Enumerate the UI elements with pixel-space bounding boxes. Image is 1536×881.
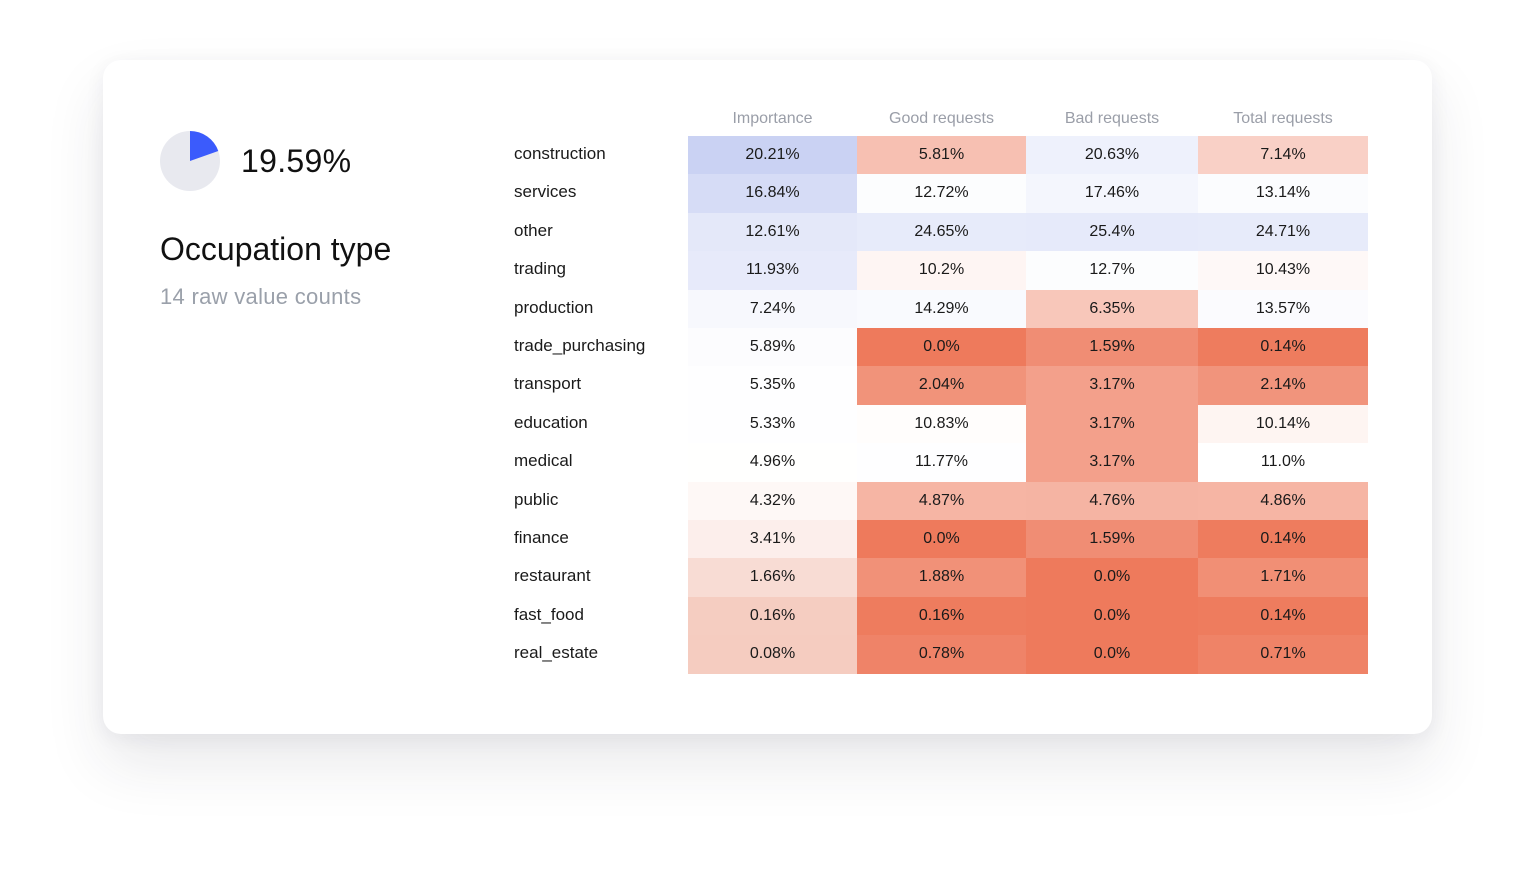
heatmap-cell: 1.59%: [1026, 328, 1198, 367]
heatmap-cell: 0.16%: [688, 596, 857, 636]
heatmap-cell: 2.04%: [857, 366, 1026, 405]
heatmap-cell: 4.96%: [688, 443, 857, 482]
column-header: Importance: [732, 110, 813, 127]
heatmap-cell: 7.14%: [1198, 136, 1368, 175]
heatmap-cell: 4.32%: [688, 481, 857, 520]
value-count-subtitle: 14 raw value counts: [160, 284, 362, 309]
row-label: real_estate: [514, 643, 599, 663]
heatmap-cell: 0.14%: [1198, 328, 1368, 367]
heatmap-cell: 5.81%: [857, 136, 1026, 175]
heatmap-cell: 3.17%: [1026, 404, 1198, 444]
row-label: trade_purchasing: [514, 336, 646, 355]
heatmap-cell: 1.66%: [688, 558, 857, 597]
heatmap-cell: 24.71%: [1198, 212, 1368, 252]
heatmap-cell: 5.35%: [688, 366, 857, 405]
heatmap-cell: 5.33%: [688, 404, 857, 444]
row-label: fast_food: [514, 604, 584, 624]
heatmap-cell: 0.16%: [857, 596, 1026, 636]
heatmap-cell: 4.86%: [1198, 481, 1368, 520]
heatmap-cell: 17.46%: [1026, 174, 1198, 213]
heatmap-cell: 0.0%: [1026, 596, 1198, 636]
heatmap-cell: 0.14%: [1198, 596, 1368, 636]
row-label: services: [514, 182, 577, 202]
heatmap-cell: 1.71%: [1198, 558, 1368, 597]
row-label: finance: [514, 528, 569, 547]
heatmap-cell: 0.14%: [1198, 520, 1368, 559]
row-label: public: [514, 489, 559, 509]
column-header: Total requests: [1233, 110, 1333, 127]
heatmap-cell: 20.21%: [688, 136, 857, 175]
heatmap-cell: 25.4%: [1026, 212, 1198, 252]
heatmap-cell: 10.2%: [857, 251, 1026, 290]
heatmap-cell: 10.83%: [857, 404, 1026, 444]
heatmap-cell: 4.87%: [857, 481, 1026, 520]
heatmap-cell: 3.17%: [1026, 443, 1198, 482]
heatmap-cell: 0.0%: [857, 328, 1026, 367]
heatmap-cell: 11.0%: [1198, 443, 1368, 482]
row-label: medical: [514, 451, 573, 471]
heatmap-cell: 11.77%: [857, 443, 1026, 482]
heatmap-cell: 16.84%: [688, 174, 857, 213]
heatmap-cell: 0.0%: [857, 520, 1026, 559]
column-header: Bad requests: [1064, 110, 1160, 127]
heatmap-cell: 1.59%: [1026, 520, 1198, 559]
heatmap-cell: 5.89%: [688, 328, 857, 367]
heatmap-cell: 0.0%: [1026, 558, 1198, 597]
heatmap-cell: 0.71%: [1198, 635, 1368, 674]
heatmap-cell: 24.65%: [857, 212, 1026, 252]
heatmap-cell: 14.29%: [857, 289, 1026, 328]
heatmap-cell: 3.17%: [1026, 366, 1198, 405]
percentage-value: 19.59%: [241, 143, 352, 179]
row-label: education: [514, 412, 588, 432]
row-label: construction: [514, 144, 606, 163]
row-label: other: [514, 220, 553, 240]
heatmap-cell: 12.72%: [857, 174, 1026, 213]
heatmap-cell: 4.76%: [1026, 481, 1198, 520]
row-label: restaurant: [514, 566, 591, 586]
heatmap-cell: 20.63%: [1026, 136, 1198, 175]
percentage-pie-chart: [160, 131, 220, 191]
row-label: trading: [514, 259, 566, 279]
heatmap-cell: 2.14%: [1198, 366, 1368, 405]
row-label: production: [514, 297, 594, 317]
heatmap-cell: 13.57%: [1198, 289, 1368, 328]
pie-slice: [190, 131, 219, 161]
heatmap-cell: 3.41%: [688, 520, 857, 559]
heatmap-cell: 12.7%: [1026, 251, 1198, 290]
heatmap-cell: 12.61%: [688, 212, 857, 252]
heatmap-cell: 7.24%: [688, 289, 857, 328]
heatmap-cell: 13.14%: [1198, 174, 1368, 213]
heatmap-cell: 1.88%: [857, 558, 1026, 597]
row-label: transport: [514, 374, 582, 394]
heatmap-cell: 10.43%: [1198, 251, 1368, 290]
column-header: Good requests: [889, 110, 994, 127]
heatmap-cell: 0.0%: [1026, 635, 1198, 674]
heatmap-cell: 10.14%: [1198, 404, 1368, 444]
heatmap-cell: 6.35%: [1026, 289, 1198, 328]
heatmap-cell: 0.78%: [857, 635, 1026, 674]
heatmap-cell: 0.08%: [688, 635, 857, 674]
feature-title: Occupation type: [160, 231, 392, 267]
heatmap-cell: 11.93%: [688, 251, 857, 290]
